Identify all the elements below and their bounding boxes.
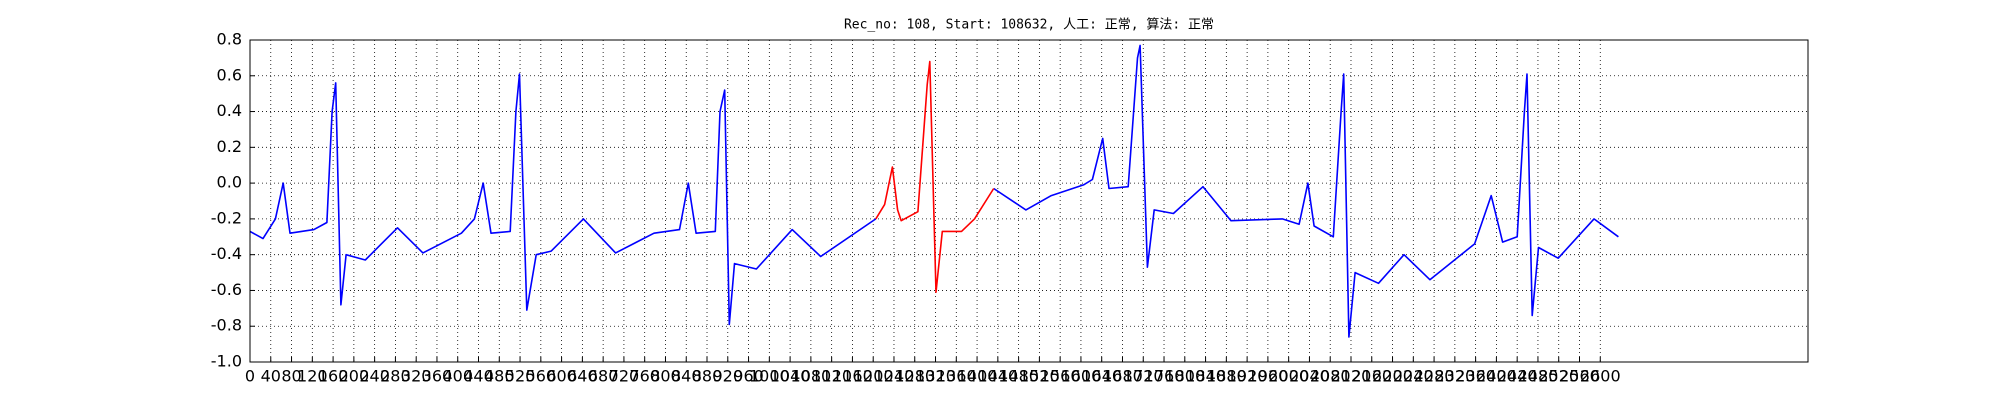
x-tick-label: 2160 [1351, 367, 1392, 386]
y-tick-label: 0.8 [217, 30, 242, 49]
x-tick-label: 400 [442, 367, 473, 386]
x-tick-label: 640 [567, 367, 598, 386]
x-tick-label: 2600 [1580, 367, 1621, 386]
x-tick-label: 1000 [749, 367, 790, 386]
x-tick-label: 1720 [1123, 367, 1164, 386]
x-tick-label: 1080 [791, 367, 832, 386]
x-tick-label: 280 [380, 367, 411, 386]
x-tick-label: 2080 [1310, 367, 1351, 386]
x-tick-label: 1240 [874, 367, 915, 386]
x-tick-label: 1280 [894, 367, 935, 386]
plot-frame [249, 39, 1809, 363]
x-tick-label: 1520 [1019, 367, 1060, 386]
x-tick-label: 2320 [1434, 367, 1475, 386]
y-tick-label: 0.0 [217, 173, 242, 192]
x-tick-label: 2480 [1518, 367, 1559, 386]
x-tick-label: 1800 [1164, 367, 1205, 386]
x-tick-label: 1160 [832, 367, 873, 386]
x-tick-label: 360 [422, 367, 453, 386]
x-tick-label: 840 [671, 367, 702, 386]
x-tick-label: 520 [505, 367, 536, 386]
x-tick-label: 0 [245, 367, 255, 386]
x-tick-label: 1960 [1248, 367, 1289, 386]
x-tick-label: 1680 [1102, 367, 1143, 386]
x-tick-label: 1600 [1061, 367, 1102, 386]
ecg-line [875, 60, 995, 293]
y-tick-label: -0.2 [211, 208, 242, 227]
x-tick-label: 1560 [1040, 367, 1081, 386]
y-tick-label: -0.4 [211, 244, 242, 263]
x-tick-label: 2000 [1268, 367, 1309, 386]
x-tick-label: 1320 [915, 367, 956, 386]
x-tick-label: 1640 [1081, 367, 1122, 386]
x-tick-label: 1880 [1206, 367, 1247, 386]
x-tick-label: 40 [261, 367, 281, 386]
y-tick-label: -0.6 [211, 280, 242, 299]
x-tick-label: 2520 [1538, 367, 1579, 386]
x-tick-label: 2120 [1331, 367, 1372, 386]
x-tick-label: 120 [297, 367, 328, 386]
x-tick-label: 2280 [1414, 367, 1455, 386]
x-tick-label: 480 [484, 367, 515, 386]
x-tick-label: 1920 [1227, 367, 1268, 386]
x-tick-label: 960 [733, 367, 764, 386]
x-tick-label: 1440 [977, 367, 1018, 386]
x-tick-label: 2040 [1289, 367, 1330, 386]
x-tick-label: 1360 [936, 367, 977, 386]
x-tick-label: 200 [339, 367, 370, 386]
chart-title: Rec_no: 108, Start: 108632, 人工: 正常, 算法: … [844, 18, 1214, 33]
x-tick-label: 800 [650, 367, 681, 386]
x-tick-label: 160 [318, 367, 349, 386]
x-tick-label: 560 [526, 367, 557, 386]
x-tick-label: 80 [281, 367, 301, 386]
x-tick-label: 1400 [957, 367, 998, 386]
y-tick-label: 0.6 [217, 65, 242, 84]
y-tick-label: -1.0 [211, 352, 242, 371]
y-tick-label: 0.2 [217, 137, 242, 156]
x-tick-label: 680 [588, 367, 619, 386]
x-tick-label: 2240 [1393, 367, 1434, 386]
x-tick-label: 2560 [1559, 367, 1600, 386]
x-tick-label: 600 [546, 367, 577, 386]
ecg-line [249, 44, 1619, 338]
x-tick-label: 1840 [1185, 367, 1226, 386]
x-tick-label: 2200 [1372, 367, 1413, 386]
x-tick-label: 320 [401, 367, 432, 386]
x-tick-label: 1200 [853, 367, 894, 386]
x-tick-label: 920 [713, 367, 744, 386]
x-tick-label: 1120 [811, 367, 852, 386]
y-tick-label: 0.4 [217, 101, 242, 120]
x-tick-label: 760 [629, 367, 660, 386]
x-tick-label: 240 [359, 367, 390, 386]
x-tick-label: 2360 [1455, 367, 1496, 386]
x-tick-label: 440 [463, 367, 494, 386]
x-tick-label: 880 [692, 367, 723, 386]
x-tick-label: 720 [609, 367, 640, 386]
x-tick-label: 1040 [770, 367, 811, 386]
x-tick-label: 1760 [1144, 367, 1185, 386]
x-tick-label: 1480 [998, 367, 1039, 386]
y-tick-label: -0.8 [211, 316, 242, 335]
x-tick-label: 2400 [1476, 367, 1517, 386]
x-tick-label: 2440 [1497, 367, 1538, 386]
